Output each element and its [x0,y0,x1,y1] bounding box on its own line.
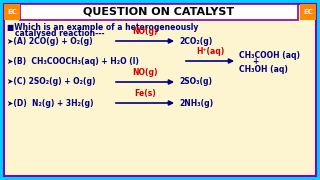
Text: Fe(s): Fe(s) [134,89,156,98]
Text: CH₃COOH (aq): CH₃COOH (aq) [239,51,300,60]
Text: ■Which is an example of a heterogeneously: ■Which is an example of a heterogeneousl… [7,23,198,32]
Text: 2NH₃(g): 2NH₃(g) [179,98,213,107]
Text: EC: EC [7,9,17,15]
Text: ➤(B)  CH₃COOCH₃(aq) + H₂O (l): ➤(B) CH₃COOCH₃(aq) + H₂O (l) [7,57,139,66]
Text: NO(g): NO(g) [132,68,158,77]
Text: +: + [252,57,258,66]
Text: 2SO₃(g): 2SO₃(g) [179,78,212,87]
Text: CH₃OH (aq): CH₃OH (aq) [239,64,288,73]
Text: catalysed reaction---: catalysed reaction--- [7,29,105,38]
Text: ➤(D)  N₂(g) + 3H₂(g): ➤(D) N₂(g) + 3H₂(g) [7,98,93,107]
Text: EC: EC [303,9,313,15]
FancyBboxPatch shape [4,4,20,20]
Text: H⁺(aq): H⁺(aq) [196,47,224,56]
Text: QUESTION ON CATALYST: QUESTION ON CATALYST [84,7,235,17]
Text: NO(g): NO(g) [132,27,158,36]
Text: 2CO₂(g): 2CO₂(g) [179,37,212,46]
Text: ➤(C) 2SO₂(g) + O₂(g): ➤(C) 2SO₂(g) + O₂(g) [7,78,95,87]
Text: ➤(A) 2CO(g) + O₂(g): ➤(A) 2CO(g) + O₂(g) [7,37,92,46]
FancyBboxPatch shape [20,4,298,20]
FancyBboxPatch shape [300,4,316,20]
